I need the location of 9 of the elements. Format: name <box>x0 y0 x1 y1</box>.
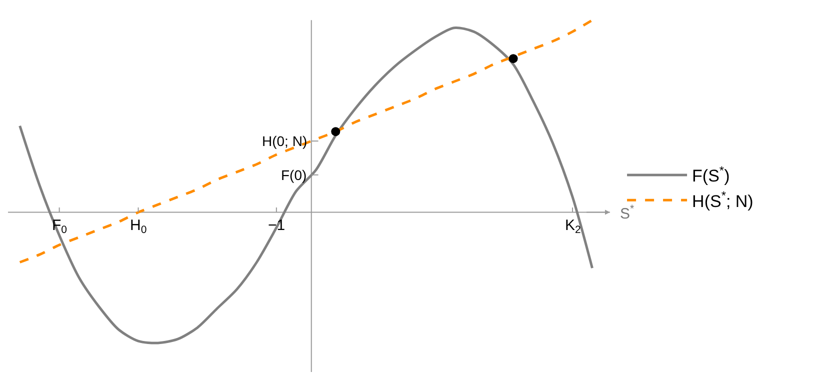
x-tick-label: K$_{2}$ <box>565 217 582 236</box>
x-tick-label: −1 <box>268 217 286 234</box>
x-tick-label: H$_{0}$ <box>130 217 147 236</box>
legend-label: H(S$^{*}$; N) <box>692 188 754 211</box>
legend-label: F(S$^{*}$) <box>692 164 730 186</box>
x-tick-label: F$_{0}$ <box>52 217 68 236</box>
annotation: H(0; N) <box>262 133 308 149</box>
x-axis-title: S$^{*}$ <box>620 203 634 222</box>
annotation: F(0) <box>281 167 307 183</box>
